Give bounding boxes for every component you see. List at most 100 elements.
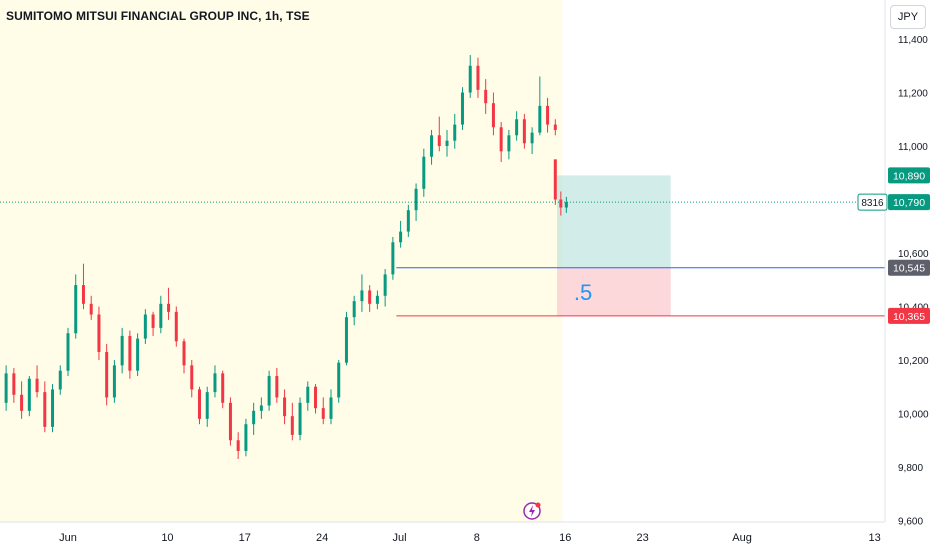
y-tick-label: 10,000: [898, 410, 929, 421]
candle: [546, 97, 550, 133]
candle: [143, 309, 147, 344]
candle: [553, 159, 557, 205]
candle: [484, 79, 488, 114]
candle-body: [298, 402, 302, 435]
candle-body: [453, 124, 457, 141]
candle-body: [306, 386, 310, 403]
candle: [445, 129, 449, 157]
y-tick-label: 10,200: [898, 356, 929, 367]
candle-body: [538, 105, 542, 133]
candle: [522, 113, 526, 149]
candle-body: [167, 303, 171, 312]
target-price-label: 10,890: [893, 170, 925, 182]
entry-badge: [888, 259, 930, 276]
candle: [159, 295, 163, 334]
candle: [399, 220, 403, 248]
candle-body: [445, 140, 449, 146]
candle: [437, 116, 441, 152]
candle-body: [58, 370, 62, 390]
candle: [4, 365, 8, 411]
current-badge: [888, 194, 930, 211]
x-tick-label: 8: [474, 532, 480, 544]
candle-body: [74, 285, 78, 334]
candle: [430, 129, 434, 165]
candle-body: [383, 274, 387, 296]
candle: [290, 402, 294, 441]
candle-body: [283, 397, 287, 417]
candle: [344, 311, 348, 366]
candle-body: [530, 132, 534, 144]
candle-body: [20, 394, 24, 411]
y-tick-label: 9,800: [898, 463, 923, 474]
candle: [43, 381, 47, 433]
candle-body: [329, 397, 333, 419]
candle: [530, 127, 534, 155]
candle-body: [375, 295, 379, 304]
x-tick-label: 17: [239, 532, 251, 544]
candle: [468, 55, 472, 98]
candle-body: [159, 303, 163, 328]
candle-body: [66, 333, 70, 371]
candle-body: [314, 386, 318, 409]
x-tick-label: 23: [636, 532, 648, 544]
candle-body: [112, 365, 116, 398]
candle: [190, 360, 194, 398]
candle: [559, 191, 563, 216]
candle-body: [484, 89, 488, 104]
candle-body: [352, 301, 356, 318]
candle: [391, 236, 395, 280]
candle-body: [143, 314, 147, 339]
candle-body: [197, 389, 201, 419]
x-tick-label: Jun: [59, 532, 77, 544]
candle-body: [437, 135, 441, 146]
profit-zone: [557, 175, 671, 268]
candle-body: [515, 119, 519, 136]
candle-body: [321, 408, 325, 419]
candle-body: [368, 290, 372, 304]
candle: [35, 365, 39, 398]
candle-body: [559, 199, 563, 208]
candle-body: [190, 365, 194, 390]
candle-body: [35, 378, 39, 393]
candle-body: [564, 202, 568, 208]
candle: [252, 402, 256, 435]
candle-body: [259, 405, 263, 411]
candle: [491, 92, 495, 136]
candle: [51, 384, 55, 433]
chart-title: SUMITOMO MITSUI FINANCIAL GROUP INC, 1h,…: [6, 9, 310, 23]
candle: [553, 119, 557, 136]
candle-body: [553, 159, 557, 200]
candle-body: [182, 341, 186, 366]
candle-body: [414, 188, 418, 211]
currency-button[interactable]: JPY: [890, 5, 926, 29]
candle: [476, 57, 480, 98]
candle: [81, 263, 85, 310]
candle: [329, 389, 333, 425]
candle: [259, 397, 263, 419]
candle: [228, 397, 232, 446]
candle: [89, 295, 93, 320]
candle: [136, 333, 140, 377]
candle-body: [430, 135, 434, 157]
candle: [182, 338, 186, 374]
y-tick-label: 11,000: [898, 142, 928, 153]
candle: [314, 384, 318, 414]
x-tick-label: Aug: [732, 532, 752, 544]
candle: [128, 330, 132, 379]
candle-body: [174, 311, 178, 342]
candle: [507, 129, 511, 160]
candle-body: [228, 402, 232, 441]
candle: [453, 113, 457, 149]
y-tick-label: 9,600: [898, 517, 923, 528]
candle-body: [12, 373, 16, 395]
candle-body: [97, 314, 101, 352]
candle-body: [27, 378, 31, 411]
candle: [515, 111, 519, 141]
candle-body: [128, 335, 132, 371]
candle: [298, 397, 302, 441]
candle-body: [406, 210, 410, 232]
symbol-badge: [857, 193, 888, 211]
candle: [167, 287, 171, 320]
